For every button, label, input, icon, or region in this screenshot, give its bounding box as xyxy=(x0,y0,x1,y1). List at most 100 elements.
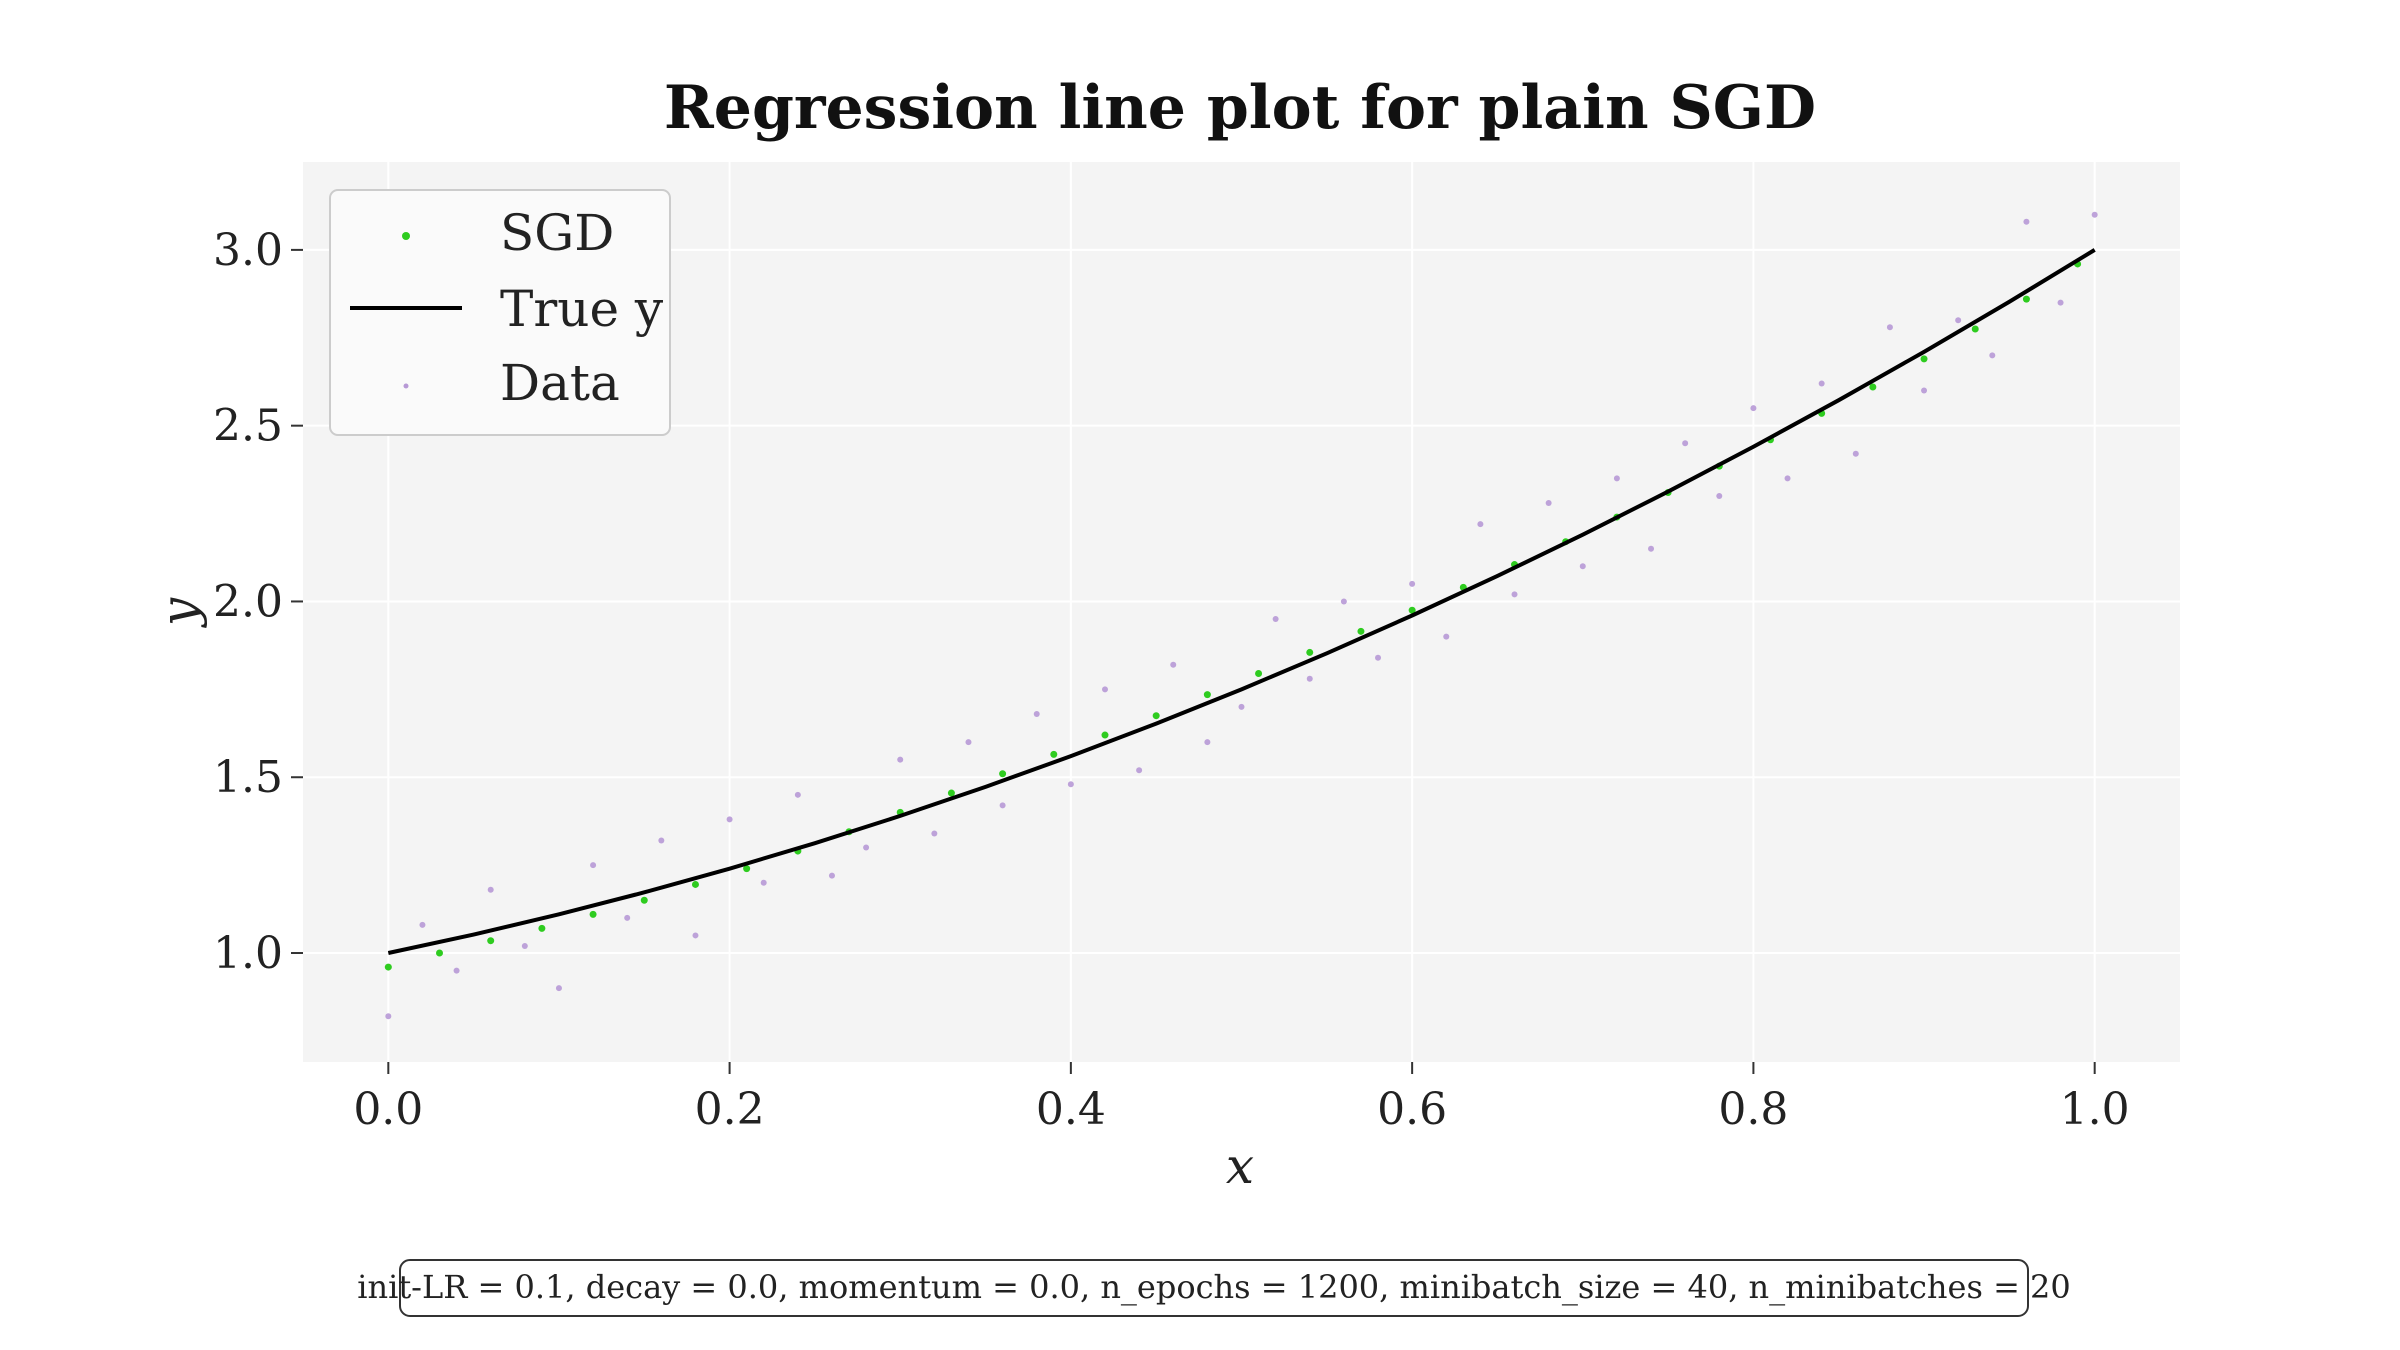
true-y-line xyxy=(387,248,2096,955)
legend: SGD True y Data xyxy=(329,189,671,436)
sgd-point xyxy=(1152,712,1160,720)
data-point xyxy=(1272,616,1279,623)
legend-sgd-label: SGD xyxy=(500,204,614,262)
x-tick-label: 0.0 xyxy=(353,1084,423,1135)
data-point xyxy=(453,967,460,974)
data-point xyxy=(1238,703,1245,710)
data-point xyxy=(2091,211,2098,218)
x-tick-label: 0.8 xyxy=(1718,1084,1788,1135)
data-point xyxy=(1545,500,1552,507)
data-point xyxy=(1852,450,1859,457)
x-axis-label: x xyxy=(1226,1137,1254,1195)
data-point xyxy=(1067,781,1074,788)
data-point xyxy=(1375,654,1382,661)
sgd-point xyxy=(436,949,444,957)
data-point xyxy=(419,921,426,928)
data-point xyxy=(692,932,699,939)
chart-title: Regression line plot for plain SGD xyxy=(664,73,1816,143)
sgd-point xyxy=(1920,355,1928,363)
data-point xyxy=(2057,299,2064,306)
x-tick-label: 0.4 xyxy=(1036,1084,1106,1135)
data-point xyxy=(1818,380,1825,387)
data-point xyxy=(1579,563,1586,570)
legend-box xyxy=(329,189,671,436)
data-point xyxy=(1716,492,1723,499)
data-point xyxy=(726,816,733,823)
x-tick-label: 0.6 xyxy=(1377,1084,1447,1135)
data-point xyxy=(794,791,801,798)
sgd-point xyxy=(538,924,546,932)
x-tick-label: 0.2 xyxy=(695,1084,765,1135)
data-point xyxy=(385,1013,392,1020)
grid-lines xyxy=(303,162,2180,1062)
data-point xyxy=(1170,661,1177,668)
sgd-point xyxy=(1869,383,1877,391)
y-tick-label: 1.5 xyxy=(213,752,283,803)
data-point xyxy=(1204,739,1211,746)
data-point xyxy=(624,914,631,921)
data-point xyxy=(1511,591,1518,598)
data-point xyxy=(931,830,938,837)
y-tick-label: 2.0 xyxy=(213,576,283,627)
x-tick-label: 1.0 xyxy=(2060,1084,2130,1135)
sgd-point xyxy=(1101,731,1109,739)
sgd-point xyxy=(691,880,699,888)
sgd-point xyxy=(1408,606,1416,614)
data-point xyxy=(1784,475,1791,482)
y-tick-label: 2.5 xyxy=(213,401,283,452)
data-point xyxy=(1477,521,1484,528)
data-points xyxy=(385,211,2098,1020)
data-point xyxy=(1955,317,1962,324)
data-point xyxy=(658,837,665,844)
sgd-point xyxy=(1050,750,1058,758)
sgd-point xyxy=(1971,325,1979,333)
data-point xyxy=(487,886,494,893)
sgd-point xyxy=(1255,670,1263,678)
data-point xyxy=(1340,598,1347,605)
y-axis-ticks: 1.0 1.5 2.0 2.5 3.0 xyxy=(213,225,303,979)
sgd-point xyxy=(384,963,392,971)
data-point xyxy=(1989,352,1996,359)
data-point xyxy=(1921,387,1928,394)
true-y-line-group xyxy=(387,248,2096,955)
sgd-point xyxy=(947,789,955,797)
sgd-point xyxy=(487,937,495,945)
sgd-point xyxy=(1357,627,1365,635)
data-point xyxy=(521,942,528,949)
legend-true-y-label: True y xyxy=(500,280,664,338)
data-point xyxy=(965,739,972,746)
legend-data-label: Data xyxy=(500,354,620,412)
sgd-point xyxy=(1203,691,1211,699)
data-point xyxy=(1750,405,1757,412)
data-point xyxy=(1886,324,1893,331)
data-point xyxy=(1136,767,1143,774)
data-point xyxy=(1033,710,1040,717)
sgd-point xyxy=(999,770,1007,778)
y-axis-label: y xyxy=(150,597,208,628)
legend-sgd-marker xyxy=(402,232,410,240)
data-point xyxy=(2023,218,2030,225)
sgd-point xyxy=(589,910,597,918)
data-point xyxy=(1101,686,1108,693)
sgd-point xyxy=(1306,648,1314,656)
data-point xyxy=(1409,580,1416,587)
data-point xyxy=(1306,675,1313,682)
data-point xyxy=(760,879,767,886)
data-point xyxy=(828,872,835,879)
sgd-point xyxy=(640,896,648,904)
y-tick-label: 3.0 xyxy=(213,225,283,276)
data-point xyxy=(1613,475,1620,482)
data-point xyxy=(590,862,597,869)
data-point xyxy=(863,844,870,851)
data-point xyxy=(1682,440,1689,447)
sgd-point xyxy=(2022,295,2030,303)
sgd-point xyxy=(743,865,751,873)
data-point xyxy=(555,985,562,992)
data-point xyxy=(999,802,1006,809)
legend-data-marker xyxy=(403,383,409,389)
data-point xyxy=(1443,633,1450,640)
y-tick-label: 1.0 xyxy=(213,928,283,979)
x-axis-ticks: 0.0 0.2 0.4 0.6 0.8 1.0 xyxy=(353,1062,2130,1135)
caption-text: init-LR = 0.1, decay = 0.0, momentum = 0… xyxy=(357,1268,2071,1306)
